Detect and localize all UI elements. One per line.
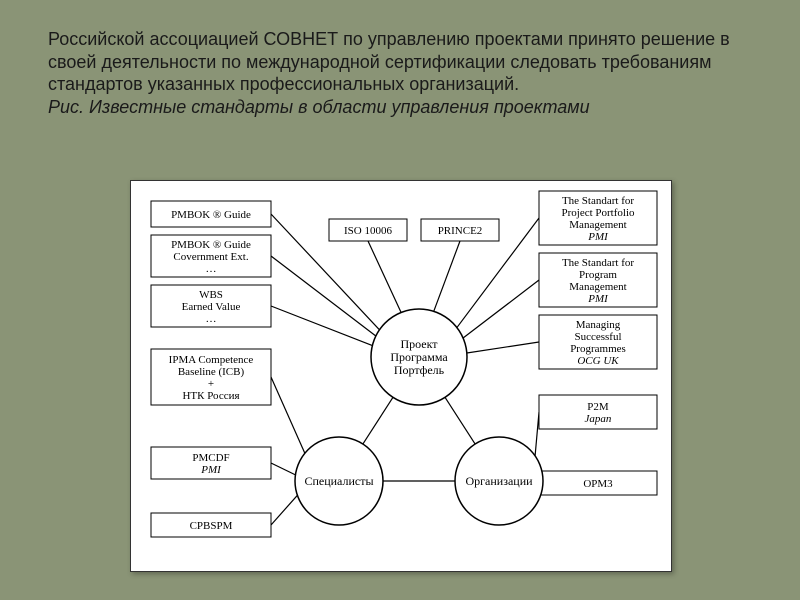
svg-text:…: … <box>206 263 217 275</box>
svg-text:Management: Management <box>569 219 626 231</box>
svg-text:+: + <box>208 378 214 390</box>
svg-text:Earned Value: Earned Value <box>182 301 241 313</box>
svg-text:PMBOK ® Guide: PMBOK ® Guide <box>171 209 251 221</box>
svg-text:Project Portfolio: Project Portfolio <box>561 207 635 219</box>
svg-text:…: … <box>206 313 217 325</box>
svg-text:The Standart for: The Standart for <box>562 257 634 269</box>
svg-text:PMI: PMI <box>587 293 609 305</box>
diagram: PMBOK ® GuidePMBOK ® GuideCovernment Ext… <box>130 180 672 572</box>
paragraph-text: Российской ассоциацией СОВНЕТ по управле… <box>48 29 730 94</box>
svg-text:Программа: Программа <box>390 350 448 364</box>
slide-text: Российской ассоциацией СОВНЕТ по управле… <box>48 28 752 118</box>
caption-text: Рис. Известные стандарты в области управ… <box>48 97 590 117</box>
svg-text:ISO 10006: ISO 10006 <box>344 225 392 237</box>
svg-text:Covernment Ext.: Covernment Ext. <box>173 251 248 263</box>
svg-text:PMCDF: PMCDF <box>192 452 229 464</box>
svg-text:PMI: PMI <box>587 231 609 243</box>
svg-text:Baseline (ICB): Baseline (ICB) <box>178 366 245 378</box>
svg-text:Japan: Japan <box>585 413 612 425</box>
svg-text:The Standart for: The Standart for <box>562 195 634 207</box>
svg-text:PMI: PMI <box>200 464 222 476</box>
svg-text:Managing: Managing <box>576 319 621 331</box>
svg-text:PMBOK ® Guide: PMBOK ® Guide <box>171 239 251 251</box>
svg-text:IPMA Competence: IPMA Competence <box>169 354 254 366</box>
svg-text:НТК Россия: НТК Россия <box>182 390 239 402</box>
svg-text:WBS: WBS <box>199 289 223 301</box>
svg-text:Портфель: Портфель <box>394 363 445 377</box>
svg-text:Организации: Организации <box>465 474 533 488</box>
svg-text:Program: Program <box>579 269 617 281</box>
svg-text:PRINCE2: PRINCE2 <box>438 225 483 237</box>
svg-text:Проект: Проект <box>400 337 438 351</box>
svg-text:Management: Management <box>569 281 626 293</box>
svg-text:CPBSPM: CPBSPM <box>190 520 233 532</box>
svg-text:OCG UK: OCG UK <box>577 355 619 367</box>
slide: Российской ассоциацией СОВНЕТ по управле… <box>0 0 800 600</box>
svg-text:P2M: P2M <box>587 401 609 413</box>
svg-text:Специалисты: Специалисты <box>304 474 373 488</box>
svg-text:Successful: Successful <box>574 331 621 343</box>
svg-text:OPM3: OPM3 <box>583 478 613 490</box>
svg-text:Programmes: Programmes <box>570 343 626 355</box>
